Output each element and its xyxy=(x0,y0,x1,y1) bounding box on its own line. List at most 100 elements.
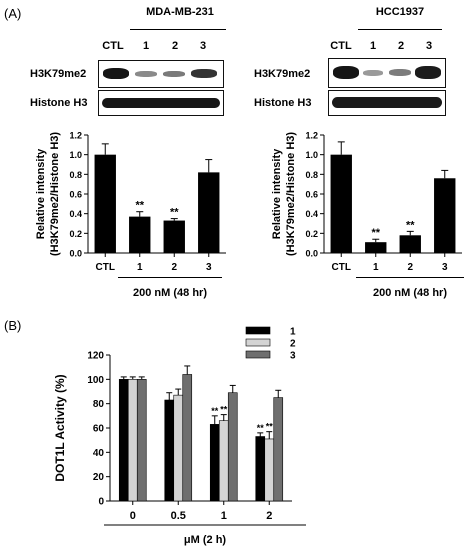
bar-chart-mda-mb-231: 0.0 0.2 0.4 0.6 0.8 1.0 1.2 CTL ** 1 ** 2 3 Relative … xyxy=(35,131,226,270)
panel-a-label: (A) xyxy=(4,6,22,21)
x-tick-label: CTL xyxy=(332,262,351,270)
y-tick-label: 0.4 xyxy=(305,209,318,219)
treatment-bracket-left xyxy=(118,277,222,278)
y-tick-label: 100 xyxy=(87,375,104,386)
legend-swatch xyxy=(245,326,271,335)
lane-label: CTL xyxy=(330,40,352,52)
blot-row-label-histone-right: Histone H3 xyxy=(254,97,312,109)
y-tick-label: 0.0 xyxy=(69,249,82,259)
x-tick-label: 0 xyxy=(130,510,136,522)
y-tick-label: 0.4 xyxy=(69,209,82,219)
bar xyxy=(434,178,456,253)
y-tick-label: 0.6 xyxy=(69,190,82,200)
cell-line-underline-right xyxy=(358,29,442,30)
y-tick-label: 40 xyxy=(93,448,105,459)
cell-line-title-left: MDA-MB-231 xyxy=(146,6,214,18)
y-tick-label: 60 xyxy=(93,424,105,435)
significance-marker: ** xyxy=(266,422,274,432)
significance-marker: ** xyxy=(135,200,144,212)
bar xyxy=(365,242,387,253)
bar xyxy=(209,424,220,502)
lane-label: 2 xyxy=(397,40,405,52)
cell-line-title-right: HCC1937 xyxy=(375,6,425,18)
y-tick-label: 0.8 xyxy=(305,170,318,180)
bar xyxy=(399,235,421,253)
bar xyxy=(94,154,116,253)
bar-chart-hcc1937: 0.0 0.2 0.4 0.6 0.8 1.0 1.2 CTL ** 1 ** 2 3 Relative … xyxy=(271,131,462,270)
y-axis-label: (H3K79me2/Histone H3) xyxy=(285,132,297,256)
x-tick-label: 1 xyxy=(221,510,227,522)
significance-marker: ** xyxy=(211,406,219,416)
legend-swatch xyxy=(245,338,271,347)
y-tick-label: 120 xyxy=(87,351,104,362)
western-blot-h3k79me2-right xyxy=(328,58,446,88)
significance-marker: ** xyxy=(220,405,228,415)
bar xyxy=(127,379,138,502)
bar xyxy=(129,216,151,253)
y-axis-label: DOT1L Activity (%) xyxy=(53,374,67,481)
lane-label: 3 xyxy=(199,40,207,52)
significance-marker: ** xyxy=(406,219,415,231)
blot-row-label-histone-left: Histone H3 xyxy=(30,97,88,109)
panel-b-label: (B) xyxy=(4,318,22,333)
y-tick-label: 0.2 xyxy=(305,229,318,239)
x-tick-label: 2 xyxy=(266,510,272,522)
bar xyxy=(198,172,220,253)
x-axis-label: μM (2 h) xyxy=(184,534,227,546)
legend-label: 2 xyxy=(290,339,296,350)
western-blot-h3k79me2-left xyxy=(98,60,224,88)
bar xyxy=(136,379,147,502)
bar xyxy=(330,154,352,253)
x-tick-label: 1 xyxy=(137,262,143,270)
y-tick-label: 1.0 xyxy=(305,150,318,160)
lane-label: 3 xyxy=(425,40,433,52)
lane-label: 1 xyxy=(369,40,377,52)
legend-label: 1 xyxy=(290,327,296,338)
x-tick-label: 2 xyxy=(407,262,413,270)
bar xyxy=(164,399,175,502)
x-tick-label: 2 xyxy=(171,262,177,270)
y-tick-label: 20 xyxy=(93,472,105,483)
bar xyxy=(273,397,284,502)
western-blot-histone-left xyxy=(98,90,224,116)
treatment-label-right: 200 nM (48 hr) xyxy=(373,287,447,299)
western-blot-histone-right xyxy=(328,90,446,116)
legend-label: 3 xyxy=(290,351,296,362)
treatment-label-left: 200 nM (48 hr) xyxy=(133,287,207,299)
y-tick-label: 0.2 xyxy=(69,229,82,239)
bar xyxy=(118,379,129,502)
y-tick-label: 1.2 xyxy=(69,131,82,141)
treatment-bracket-right xyxy=(356,277,464,278)
y-tick-label: 0 xyxy=(98,497,104,508)
bar xyxy=(255,436,266,502)
y-axis-label: (H3K79me2/Histone H3) xyxy=(49,132,61,256)
bar xyxy=(264,438,275,502)
bar xyxy=(227,392,238,502)
x-tick-label: 3 xyxy=(442,262,448,270)
x-tick-label: CTL xyxy=(96,262,115,270)
y-tick-label: 1.2 xyxy=(305,131,318,141)
bar xyxy=(163,220,185,253)
cell-line-underline-left xyxy=(130,29,226,30)
bar xyxy=(182,374,193,502)
significance-marker: ** xyxy=(257,423,265,433)
lane-label: 2 xyxy=(171,40,179,52)
x-tick-label: 0.5 xyxy=(171,510,186,522)
significance-marker: ** xyxy=(170,207,179,219)
lane-label: CTL xyxy=(102,40,124,52)
y-tick-label: 1.0 xyxy=(69,150,82,160)
significance-marker: ** xyxy=(371,227,380,239)
y-tick-label: 0.8 xyxy=(69,170,82,180)
y-tick-label: 80 xyxy=(93,399,105,410)
y-tick-label: 0.6 xyxy=(305,190,318,200)
legend-swatch xyxy=(245,350,271,359)
x-tick-label: 3 xyxy=(206,262,212,270)
x-tick-label: 1 xyxy=(373,262,379,270)
bar xyxy=(173,394,184,502)
blot-row-label-h3k79me2-left: H3K79me2 xyxy=(30,68,87,80)
blot-row-label-h3k79me2-right: H3K79me2 xyxy=(254,68,311,80)
y-tick-label: 0.0 xyxy=(305,249,318,259)
y-axis-label: Relative intensity xyxy=(35,148,47,239)
y-axis-label: Relative intensity xyxy=(271,148,283,239)
